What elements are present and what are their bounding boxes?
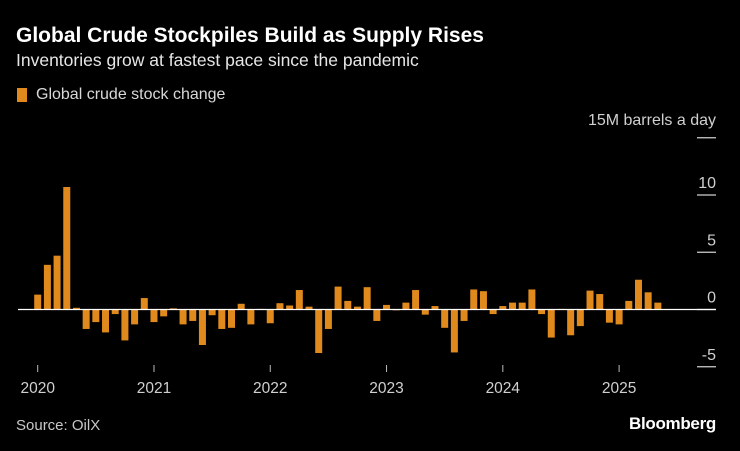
bar (121, 309, 129, 341)
bar (450, 309, 458, 353)
bar (479, 291, 487, 310)
bar (509, 302, 517, 310)
x-tick-label: 2021 (137, 380, 171, 397)
y-tick-label: 0 (707, 290, 716, 307)
bar (305, 306, 313, 310)
bar (421, 309, 429, 315)
y-tick-label: 5 (707, 232, 716, 249)
bar (538, 309, 546, 315)
bar (402, 302, 410, 310)
bar (92, 309, 100, 323)
bar (654, 302, 662, 310)
bar (344, 300, 352, 310)
bar (34, 294, 42, 310)
bar (547, 309, 555, 338)
bar (43, 264, 51, 310)
bar (586, 290, 594, 310)
bar (295, 290, 303, 310)
source-note: Source: OilX (16, 417, 101, 434)
bar (605, 309, 613, 323)
bar (470, 289, 478, 310)
x-tick-label: 2023 (369, 380, 403, 397)
bar (596, 294, 604, 310)
bar (82, 309, 90, 329)
bar (431, 306, 439, 310)
bar (140, 298, 148, 310)
bar (247, 309, 255, 325)
bar (324, 309, 332, 329)
legend-label: Global crude stock change (36, 86, 226, 103)
bar (102, 309, 110, 333)
y-tick-label: 10 (698, 175, 716, 192)
bar (576, 309, 584, 327)
chart-subtitle: Inventories grow at fastest pace since t… (16, 50, 419, 70)
bar (363, 287, 371, 310)
bar (615, 309, 623, 325)
bar (228, 309, 235, 328)
bar (111, 309, 119, 315)
bar (72, 307, 80, 310)
bar (237, 303, 245, 310)
bar (634, 279, 642, 310)
bar (218, 309, 226, 329)
legend-swatch (17, 88, 27, 102)
bar (286, 305, 294, 310)
bar (528, 289, 536, 310)
bar (489, 309, 497, 315)
bar (266, 309, 274, 324)
x-tick-label: 2020 (20, 380, 55, 397)
bar (150, 309, 158, 323)
bar (53, 255, 61, 310)
chart-title: Global Crude Stockpiles Build as Supply … (16, 24, 484, 47)
x-tick-label: 2024 (486, 380, 521, 397)
bar (644, 292, 652, 310)
y-tick-label: -5 (702, 347, 716, 364)
bar (334, 286, 342, 310)
bar (189, 309, 197, 321)
bar (208, 309, 216, 316)
bar (460, 309, 468, 321)
bar (353, 306, 361, 310)
bar (315, 309, 323, 354)
bar (383, 304, 391, 310)
bar (198, 309, 206, 345)
bar (276, 303, 284, 310)
bar (412, 290, 420, 310)
bar (63, 186, 71, 310)
bar (518, 302, 526, 310)
bar (499, 306, 507, 310)
x-tick-label: 2022 (253, 380, 287, 397)
bar (179, 309, 187, 325)
bar (625, 300, 633, 310)
y-unit-label: 15M barrels a day (587, 112, 716, 129)
bar (567, 309, 575, 336)
bar (441, 309, 449, 328)
x-tick-label: 2025 (602, 380, 636, 397)
bar (373, 309, 381, 321)
bloomberg-logo: Bloomberg (628, 414, 716, 433)
bar (160, 309, 168, 317)
legend: Global crude stock change (17, 86, 225, 104)
bar (131, 309, 139, 325)
